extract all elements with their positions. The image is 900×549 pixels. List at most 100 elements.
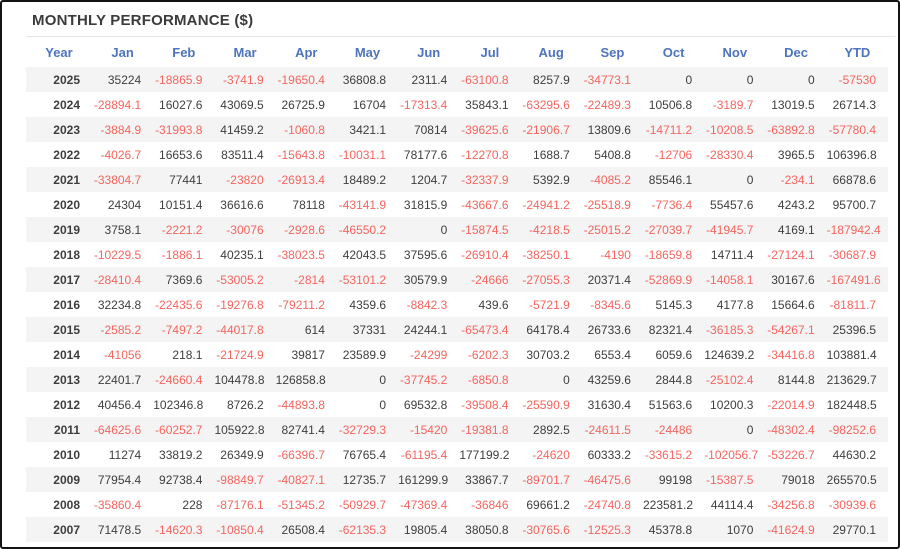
value-cell: -31993.8 bbox=[155, 122, 203, 137]
value-cell: -53005.2 bbox=[216, 272, 264, 287]
year-cell: 2015 bbox=[53, 322, 80, 337]
value-cell: -38250.1 bbox=[522, 247, 570, 262]
year-cell: 2007 bbox=[53, 522, 80, 537]
value-cell: 213629.7 bbox=[826, 372, 877, 387]
table-row: 2022 -4026.7 16653.6 83511.4 -15643.8 -10031.… bbox=[26, 142, 888, 167]
value-cell: -18659.8 bbox=[644, 247, 693, 262]
year-cell: 2018 bbox=[53, 247, 80, 262]
value-cell: -19381.8 bbox=[461, 422, 509, 437]
value-cell: -51345.2 bbox=[277, 497, 325, 512]
value-cell: -52869.9 bbox=[644, 272, 693, 287]
value-cell: -53226.7 bbox=[767, 447, 815, 462]
value-cell: -65473.4 bbox=[461, 322, 509, 337]
value-cell: -3884.9 bbox=[100, 122, 142, 137]
value-cell: -6850.8 bbox=[467, 372, 509, 387]
value-cell: 18489.2 bbox=[342, 172, 387, 187]
value-cell: -10850.4 bbox=[216, 522, 264, 537]
value-cell: 22401.7 bbox=[97, 372, 142, 387]
table-row: 2009 77954.4 92738.4 -98849.7 -40827.1 12735.… bbox=[26, 467, 888, 492]
value-cell: 40456.4 bbox=[97, 397, 142, 412]
value-cell: 43069.5 bbox=[220, 97, 264, 112]
value-cell: 42043.5 bbox=[342, 247, 387, 262]
column-header-apr: Apr bbox=[295, 44, 318, 60]
value-cell: -37745.2 bbox=[399, 372, 448, 387]
value-cell: -89701.7 bbox=[522, 472, 570, 487]
value-cell: 92738.4 bbox=[159, 472, 203, 487]
column-header-jul: Jul bbox=[480, 44, 500, 60]
value-cell: -24486 bbox=[654, 422, 693, 437]
year-cell: 2022 bbox=[53, 147, 80, 162]
table-row: 2011 -64625.6 -60252.7 105922.8 82741.4 -3272… bbox=[26, 417, 888, 442]
value-cell: 6553.4 bbox=[594, 347, 631, 362]
value-cell: 439.6 bbox=[478, 297, 509, 312]
value-cell: 0 bbox=[746, 72, 754, 87]
value-cell: -14620.3 bbox=[155, 522, 203, 537]
value-cell: 71478.5 bbox=[97, 522, 142, 537]
value-cell: -15643.8 bbox=[277, 147, 325, 162]
value-cell: 69661.2 bbox=[526, 497, 570, 512]
value-cell: 26508.4 bbox=[281, 522, 325, 537]
value-cell: -4190 bbox=[600, 247, 631, 262]
value-cell: 2892.5 bbox=[533, 422, 570, 437]
value-cell: -187942.4 bbox=[826, 222, 881, 237]
value-cell: 10151.4 bbox=[159, 197, 203, 212]
value-cell: -22435.6 bbox=[155, 297, 203, 312]
value-cell: -8842.3 bbox=[406, 297, 448, 312]
year-cell: 2016 bbox=[53, 297, 80, 312]
value-cell: -22014.9 bbox=[767, 397, 815, 412]
column-header-sep: Sep bbox=[600, 44, 625, 60]
value-cell: -43141.9 bbox=[338, 197, 387, 212]
value-cell: 8726.2 bbox=[226, 397, 264, 412]
value-cell: -61195.4 bbox=[400, 447, 448, 462]
value-cell: 106396.8 bbox=[826, 147, 877, 162]
value-cell: -35860.4 bbox=[93, 497, 142, 512]
value-cell: -50929.7 bbox=[338, 497, 387, 512]
column-header-may: May bbox=[354, 44, 381, 60]
value-cell: 16653.6 bbox=[159, 147, 203, 162]
value-cell: -14058.1 bbox=[706, 272, 754, 287]
value-cell: -24740.8 bbox=[583, 497, 631, 512]
value-cell: 40235.1 bbox=[220, 247, 264, 262]
value-cell: 11274 bbox=[108, 447, 142, 462]
value-cell: -10208.5 bbox=[706, 122, 754, 137]
table-row: 2017 -28410.4 7369.6 -53005.2 -2814 -53101.2 3… bbox=[26, 267, 888, 292]
year-cell: 2011 bbox=[53, 422, 80, 437]
value-cell: -36846 bbox=[471, 497, 509, 512]
year-cell: 2024 bbox=[53, 97, 80, 112]
value-cell: -167491.6 bbox=[826, 272, 881, 287]
value-cell: -25590.9 bbox=[522, 397, 570, 412]
value-cell: -26910.4 bbox=[461, 247, 509, 262]
value-cell: 0 bbox=[440, 222, 448, 237]
value-cell: -25102.4 bbox=[706, 372, 754, 387]
value-cell: 4359.6 bbox=[349, 297, 387, 312]
table-row: 2012 40456.4 102346.8 8726.2 -44893.8 0 69532.… bbox=[26, 392, 888, 417]
value-cell: 43259.6 bbox=[587, 372, 631, 387]
value-cell: -44893.8 bbox=[277, 397, 325, 412]
value-cell: -33804.7 bbox=[93, 172, 142, 187]
value-cell: -12706 bbox=[654, 147, 693, 162]
table-row: 2023 -3884.9 -31993.8 41459.2 -1060.8 3421.1 7… bbox=[26, 117, 888, 142]
value-cell: 103881.4 bbox=[826, 347, 877, 362]
value-cell: -27124.1 bbox=[767, 247, 815, 262]
value-cell: 0 bbox=[746, 172, 754, 187]
value-cell: -1060.8 bbox=[284, 122, 325, 137]
value-cell: 44114.4 bbox=[710, 497, 754, 512]
year-cell: 2009 bbox=[53, 472, 80, 487]
value-cell: -2814 bbox=[294, 272, 325, 287]
value-cell: -57530 bbox=[838, 72, 876, 87]
value-cell: -234.1 bbox=[780, 172, 815, 187]
value-cell: 69532.8 bbox=[403, 397, 448, 412]
value-cell: 105922.8 bbox=[214, 422, 265, 437]
panel-title: MONTHLY PERFORMANCE ($) bbox=[32, 12, 254, 29]
value-cell: 16027.6 bbox=[159, 97, 203, 112]
value-cell: 12735.7 bbox=[342, 472, 387, 487]
value-cell: -8345.6 bbox=[590, 297, 631, 312]
value-cell: -24666 bbox=[471, 272, 509, 287]
value-cell: -30939.6 bbox=[828, 497, 876, 512]
value-cell: 44630.2 bbox=[832, 447, 876, 462]
value-cell: -44017.8 bbox=[216, 322, 264, 337]
value-cell: -28330.4 bbox=[706, 147, 754, 162]
value-cell: -79211.2 bbox=[278, 297, 325, 312]
value-cell: 31630.4 bbox=[587, 397, 631, 412]
monthly-performance-table: Year Jan Feb Mar Apr May Jun Jul Aug Sep Oct Nov Dec… bbox=[26, 37, 888, 542]
